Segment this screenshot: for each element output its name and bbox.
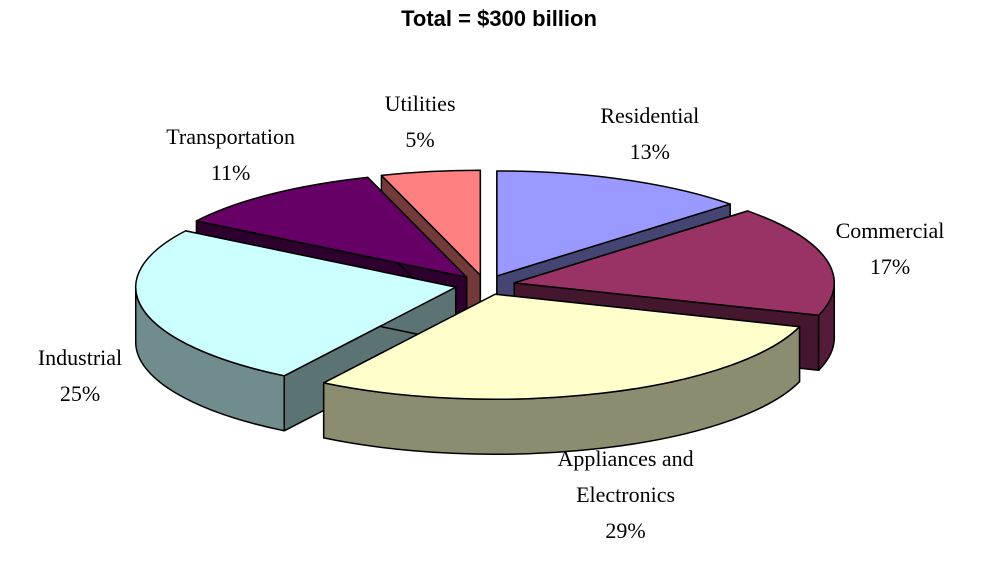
category-label: Commercial [835,218,945,243]
slice-top [134,230,457,377]
value-label: 29% [605,518,646,544]
data-label: Commercial 17% [805,213,975,285]
slice-top [195,176,468,278]
value-label: 5% [405,127,435,153]
data-label: Residential 13% [565,98,735,170]
value-label: 11% [210,159,251,185]
data-label: Utilities 5% [335,86,505,158]
slice-top [380,169,482,277]
category-label: Residential [600,102,700,128]
data-label: Transportation 11% [146,119,316,191]
category-label: Appliances and Electronics [557,446,694,508]
category-label: Utilities [384,91,456,117]
category-label: Industrial [37,344,123,370]
slice [322,293,801,455]
data-label: Appliances and Electronics 29% [541,441,711,549]
category-label: Transportation [166,123,296,149]
value-label: 25% [59,380,101,406]
slice-top [513,210,836,317]
value-label: 13% [629,138,670,164]
slice-top [496,170,731,277]
value-label: 17% [869,254,911,279]
data-label: Industrial 25% [0,340,165,412]
chart-title: Total = $300 billion [401,6,597,31]
slice-top [322,293,801,400]
